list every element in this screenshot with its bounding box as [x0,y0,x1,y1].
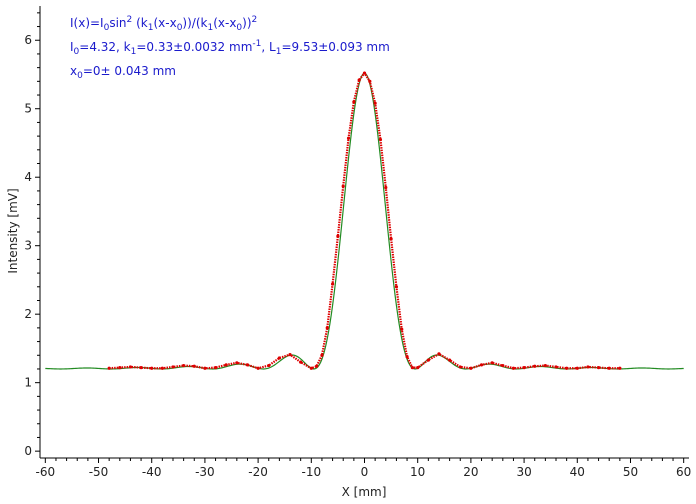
data-point [368,79,372,83]
data-point [469,366,473,370]
x-tick-label: 50 [623,465,638,479]
x-tick-label: 60 [676,465,691,479]
data-point [389,237,393,241]
data-point [325,326,329,330]
data-point [426,358,430,362]
data-point [235,361,239,365]
y-tick-label: 6 [24,33,32,47]
y-tick-label: 4 [24,170,32,184]
data-point [511,366,516,370]
data-point [277,356,281,360]
data-point [554,365,558,369]
data-point [341,184,345,188]
fit-curve [45,72,684,370]
x-axis-title: X [mm] [342,485,387,499]
x-tick-label: -10 [301,465,321,479]
x-tick-label: -40 [142,465,162,479]
data-point [448,358,452,362]
data-point [213,366,218,370]
data-point [320,353,324,357]
data-point [346,136,351,140]
data-point [192,364,196,368]
y-tick-label: 1 [24,376,32,390]
measured-series [107,71,622,370]
fit-annotation: I(x)=I0sin2 (k1(x-x0))/(k1(x-x0))2 I0=4.… [70,15,390,81]
y-tick-label: 3 [24,239,32,253]
data-point [543,363,547,368]
x-tick-label: 20 [463,465,478,479]
data-point [309,366,313,370]
annotation-offset: x0=0± 0.043 mm [70,64,176,81]
data-point [384,185,388,190]
data-point [586,365,590,369]
data-point [128,365,133,369]
x-tick-label: -30 [195,465,215,479]
plot-area: -60 -50 -40 -30 -20 -10 0 10 20 30 40 50 60 0 1 2 3 4 5 6 [24,6,691,479]
y-ticks: 0 1 2 3 4 5 6 [24,12,40,458]
data-point [479,363,484,367]
data-point [118,366,122,370]
data-point [533,364,537,368]
data-point [490,361,494,365]
data-point [373,101,377,105]
data-point [182,363,186,368]
x-tick-label: -60 [36,465,56,479]
annotation-params: I0=4.32, k1=0.33±0.0032 mm-1, L1=9.53±0.… [70,39,390,57]
data-point [245,363,250,367]
data-point [405,355,409,359]
data-point [437,352,441,356]
x-tick-label: 30 [516,465,531,479]
data-point [267,363,271,368]
y-tick-label: 2 [24,307,32,321]
data-point [203,366,207,370]
x-tick-label: -20 [248,465,268,479]
data-point [357,78,361,82]
data-point [315,364,319,368]
data-point [410,366,414,370]
data-point [160,366,164,370]
data-point [607,366,611,370]
x-tick-label: 10 [410,465,425,479]
data-point [618,366,622,370]
data-point [171,365,175,369]
data-point [139,366,143,370]
data-point [299,360,303,364]
data-point [416,366,420,370]
data-point [224,363,228,367]
data-point [394,285,399,289]
data-point [336,234,340,238]
x-tick-label: -50 [89,465,109,479]
data-point [256,366,260,370]
measured-trace [109,71,620,370]
data-point [596,366,601,370]
data-point [458,365,462,369]
data-point [150,366,154,370]
y-tick-label: 5 [24,102,32,116]
fit-series [45,72,684,370]
data-point [362,71,367,75]
data-point [565,366,569,370]
x-ticks: -60 -50 -40 -30 -20 -10 0 10 20 30 40 50 60 [36,458,691,479]
data-point [330,282,335,286]
annotation-formula: I(x)=I0sin2 (k1(x-x0))/(k1(x-x0))2 [70,15,257,33]
data-point [400,327,404,331]
data-point [107,366,111,370]
data-point [522,366,526,370]
y-tick-label: 0 [24,444,32,458]
x-tick-label: 40 [570,465,585,479]
data-point [575,366,579,370]
data-point [501,363,505,368]
data-point [352,100,356,104]
data-point [378,137,383,142]
x-tick-label: 0 [361,465,369,479]
data-point [288,352,292,357]
y-axis-title: Intensity [mV] [6,188,20,273]
